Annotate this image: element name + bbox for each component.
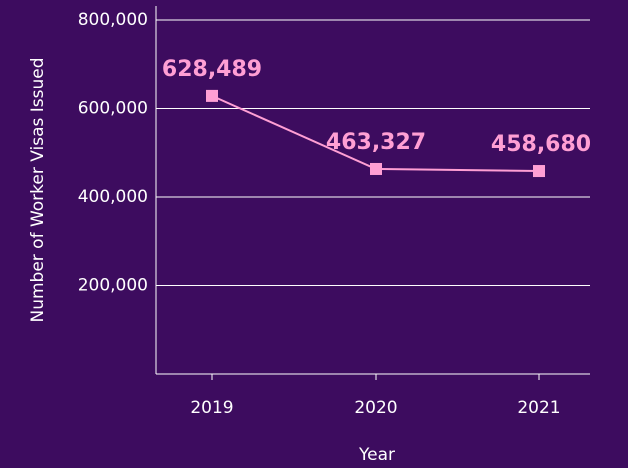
y-axis-title: Number of Worker Visas Issued	[28, 57, 48, 322]
y-tick-label: 800,000	[78, 10, 148, 30]
value-label: 628,489	[162, 57, 262, 82]
x-tick-label: 2019	[190, 398, 233, 418]
point	[206, 89, 218, 102]
y-tick-label: 400,000	[78, 187, 148, 207]
x-tick-label: 2020	[354, 398, 397, 418]
value-label: 463,327	[326, 130, 426, 155]
y-tick-label: 600,000	[78, 99, 148, 119]
point	[533, 165, 545, 178]
value-label: 458,680	[491, 132, 591, 157]
x-tick-label: 2021	[517, 398, 560, 418]
y-tick-label: 200,000	[78, 276, 148, 296]
point	[370, 162, 382, 175]
x-axis-title: Year	[358, 445, 395, 465]
